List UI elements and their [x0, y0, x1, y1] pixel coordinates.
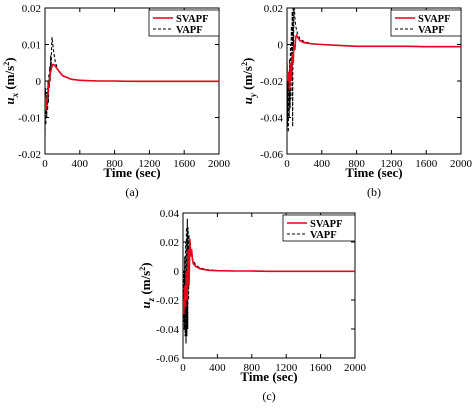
y-tick-label: -0.06 [260, 149, 283, 161]
legend-label-svapf: SVAPF [176, 14, 208, 25]
y-tick-label: 0.01 [22, 40, 41, 52]
x-tick-label: 2000 [208, 158, 231, 170]
y-axis-label: uy (m/s2) [240, 58, 258, 105]
x-tick-label: 0 [180, 362, 186, 374]
x-tick-label: 800 [348, 158, 365, 170]
x-tick-label: 2000 [450, 158, 473, 170]
x-tick-label: 400 [314, 158, 331, 170]
series-line-svapf [45, 63, 219, 111]
y-tick-label: -0.04 [260, 113, 283, 125]
y-tick-label: -0.02 [260, 76, 283, 88]
series-line-svapf [287, 33, 461, 91]
x-tick-label: 0 [284, 158, 290, 170]
panel-c: 0 400 800 1200 1600 2000 -0.06 -0.04 -0.02 0 0.02 0… [138, 208, 367, 403]
x-tick-label: 2000 [344, 362, 367, 374]
x-tick-label: 1600 [173, 158, 196, 170]
y-tick-label: 0 [278, 40, 284, 52]
series-line-vapf [45, 37, 219, 136]
y-tick-label: -0.02 [18, 149, 41, 161]
x-tick-label: 400 [72, 158, 89, 170]
y-tick-label: 0 [174, 266, 180, 278]
y-tick-label: 0.02 [160, 237, 179, 249]
x-tick-label: 1600 [415, 158, 438, 170]
x-tick-label: 800 [106, 158, 123, 170]
x-axis-label: Time (sec) [103, 165, 160, 180]
panel-b: 0 400 800 1200 1600 2000 -0.06 -0.04 -0.02 0 0.02 S… [240, 3, 473, 199]
y-tick-label: -0.06 [156, 353, 179, 365]
x-tick-label: 1200 [380, 158, 403, 170]
x-axis-label: Time (sec) [240, 369, 297, 384]
x-tick-label: 1200 [275, 362, 298, 374]
y-tick-label: -0.04 [156, 324, 179, 336]
legend-label-svapf: SVAPF [418, 14, 450, 25]
x-tick-label: 800 [244, 362, 261, 374]
panel-caption: (a) [125, 185, 138, 199]
legend-label-svapf: SVAPF [310, 219, 342, 230]
y-tick-label: 0.04 [160, 208, 180, 220]
legend-label-vapf: VAPF [310, 230, 337, 241]
y-axis-label: uz (m/s2) [138, 262, 156, 308]
legend-box [148, 9, 220, 37]
y-tick-label: 0 [36, 76, 42, 88]
legend-label-vapf: VAPF [176, 25, 203, 36]
series-line-svapf [183, 239, 355, 315]
x-tick-label: 400 [209, 362, 226, 374]
y-axis-label: ux (m/s2) [2, 57, 20, 104]
x-tick-label: 0 [42, 158, 48, 170]
y-tick-label: -0.01 [18, 113, 41, 125]
x-axis-label: Time (sec) [345, 165, 402, 180]
legend-box [282, 214, 356, 242]
y-tick-label: -0.02 [156, 295, 179, 307]
y-tick-label: 0.02 [22, 3, 41, 15]
x-tick-label: 1200 [138, 158, 161, 170]
y-tick-label: 0.02 [264, 3, 283, 15]
legend-box [390, 9, 462, 37]
panel-caption: (b) [367, 185, 381, 199]
legend-label-vapf: VAPF [418, 25, 445, 36]
x-tick-label: 1600 [310, 362, 333, 374]
panel-a: 0 400 800 1200 1600 2000 -0.02 -0.01 0 0.01 0.02 SV… [2, 3, 231, 199]
panel-caption: (c) [262, 389, 275, 403]
